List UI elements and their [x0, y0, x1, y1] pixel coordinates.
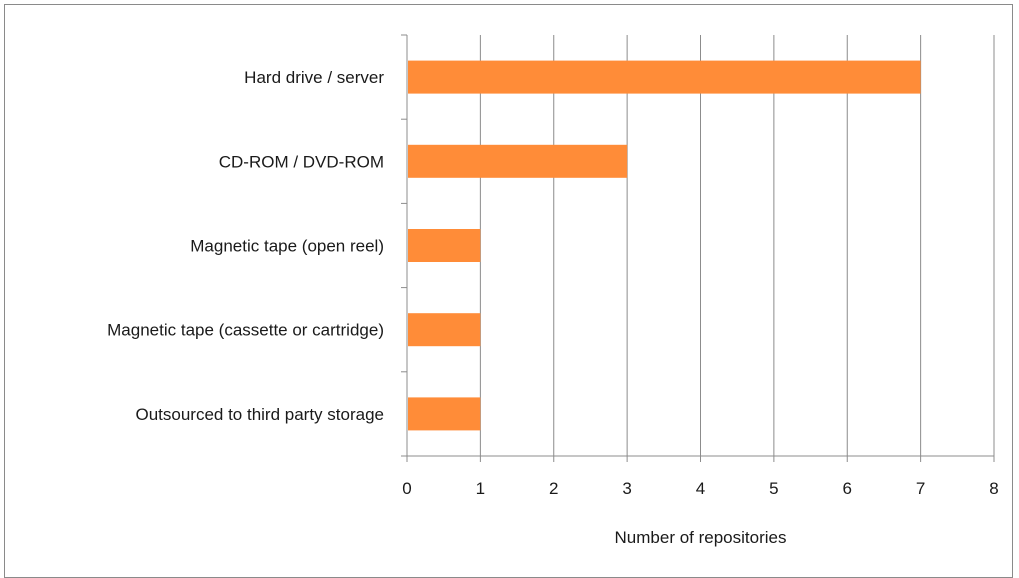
category-label: CD-ROM / DVD-ROM [219, 152, 384, 171]
category-label: Hard drive / server [244, 68, 384, 87]
x-tick-label: 5 [769, 479, 778, 498]
category-label: Magnetic tape (cassette or cartridge) [107, 321, 384, 340]
x-tick-label: 1 [476, 479, 485, 498]
x-tick-label: 8 [989, 479, 998, 498]
x-tick-label: 2 [549, 479, 558, 498]
category-labels: Hard drive / server CD-ROM / DVD-ROM Magne… [107, 68, 384, 424]
category-label: Magnetic tape (open reel) [190, 237, 384, 256]
bars [408, 60, 921, 431]
bar [408, 229, 481, 262]
bar [408, 60, 921, 94]
x-tick-label: 4 [696, 479, 705, 498]
x-tick-label: 7 [916, 479, 925, 498]
bar [408, 144, 628, 178]
axes [401, 34, 995, 462]
x-tick-label: 3 [622, 479, 631, 498]
x-tick-label: 0 [402, 479, 411, 498]
bar [408, 313, 481, 347]
x-tick-labels: 0 1 2 3 4 5 6 7 8 [402, 479, 998, 498]
x-tick-label: 6 [843, 479, 852, 498]
category-label: Outsourced to third party storage [135, 405, 384, 424]
chart-frame [4, 4, 1013, 578]
x-axis-title: Number of repositories [615, 528, 787, 547]
gridlines [479, 35, 995, 456]
bar [408, 397, 481, 431]
